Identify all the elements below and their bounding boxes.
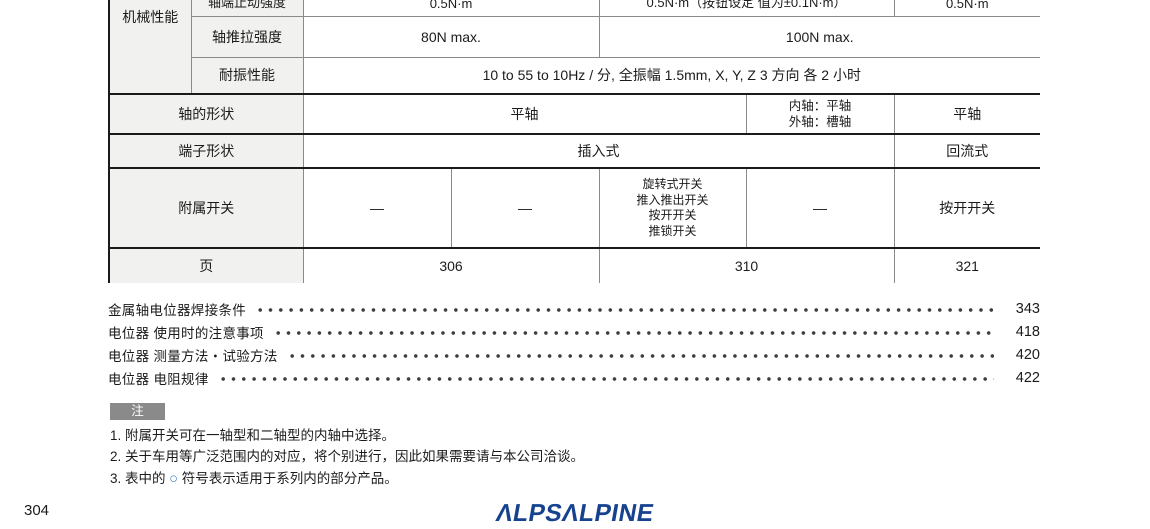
toc-link-label: 电位器 电阻规律 xyxy=(108,371,209,387)
cell-switch-b: — xyxy=(450,167,600,249)
cell-shaft-b: 内轴：平轴 外轴：槽轴 xyxy=(745,93,895,135)
reference-link-list: 金属轴电位器焊接条件 343 电位器 使用时的注意事项 418 电位器 测量方法… xyxy=(108,297,1040,389)
outer-shaft-text: 外轴：槽轴 xyxy=(788,115,852,129)
row-label-shaft-shape: 轴的形状 xyxy=(108,93,304,135)
table-row-terminal-shape: 端子形状 插入式 回流式 xyxy=(108,133,1040,169)
table-row-attached-switch: 附属开关 — — 旋转式开关 推入推出开关 按开开关 推锁开关 — 按开开关 xyxy=(108,167,1040,249)
toc-link-label: 金属轴电位器焊接条件 xyxy=(108,302,246,318)
cell-shaft-a: 平轴 xyxy=(302,93,747,135)
toc-link-measurement[interactable]: 电位器 测量方法・试验方法 420 xyxy=(108,343,1040,366)
table-row-stopper-strength: 机械性能 轴端止动强度 0.5N·m 0.5N·m（按钮设定 值为±0.1N·m… xyxy=(108,0,1040,95)
inner-shaft-text: 内轴：平轴 xyxy=(788,99,852,113)
toc-link-page: 418 xyxy=(1015,323,1040,340)
note-item-2: 2. 关于车用等广泛范围内的对应，将个别进行，因此如果需要请与本公司洽谈。 xyxy=(110,449,585,465)
cell-shaft-c: 平轴 xyxy=(893,93,1040,135)
cell-stopper-c: 0.5N·m xyxy=(893,0,1040,17)
cell-push-pull-b: 100N max. xyxy=(598,15,1040,58)
cell-stopper-a: 0.5N·m xyxy=(302,0,600,17)
table-row-page: 页 306 310 321 xyxy=(108,247,1040,283)
cell-stopper-b: 0.5N·m（按钮设定 值为±0.1N·m） xyxy=(598,0,895,17)
dotted-leader xyxy=(289,349,994,363)
table-row-vibration: 耐振性能 10 to 55 to 10Hz / 分, 全振幅 1.5mm, X,… xyxy=(109,56,1040,95)
cell-page-310: 310 xyxy=(598,247,895,283)
row-label-page: 页 xyxy=(108,247,304,283)
cell-page-321: 321 xyxy=(893,247,1040,283)
note-item-3-text-end: 符号表示适用于系列内的部分产品。 xyxy=(178,470,398,486)
toc-link-soldering[interactable]: 金属轴电位器焊接条件 343 xyxy=(108,297,1040,320)
cell-terminal-a: 插入式 xyxy=(302,133,895,169)
toc-link-page: 343 xyxy=(1015,300,1040,317)
switch-type-4: 推锁开关 xyxy=(648,223,697,238)
cell-push-pull-a: 80N max. xyxy=(302,15,600,58)
dotted-leader xyxy=(220,372,994,386)
cell-switch-list: 旋转式开关 推入推出开关 按开开关 推锁开关 xyxy=(598,167,747,249)
toc-link-precautions[interactable]: 电位器 使用时的注意事项 418 xyxy=(108,320,1040,343)
toc-link-label: 电位器 使用时的注意事项 xyxy=(108,325,264,341)
row-group-label-mechanical: 机械性能 xyxy=(108,0,192,95)
cell-switch-e: 按开开关 xyxy=(893,167,1040,249)
row-label-vibration: 耐振性能 xyxy=(190,56,304,95)
cell-vibration: 10 to 55 to 10Hz / 分, 全振幅 1.5mm, X, Y, Z… xyxy=(302,56,1040,95)
switch-type-1: 旋转式开关 xyxy=(642,177,703,191)
table-row-shaft-shape: 轴的形状 平轴 内轴：平轴 外轴：槽轴 平轴 xyxy=(108,93,1040,135)
row-label-terminal-shape: 端子形状 xyxy=(108,133,304,169)
table-row-push-pull: 轴推拉强度 80N max. 100N max. xyxy=(109,15,1040,58)
alpsalpine-logo: ΛLPSΛLPINE xyxy=(493,500,657,527)
toc-link-page: 420 xyxy=(1015,346,1040,363)
note-badge: 注 xyxy=(110,403,165,420)
spec-table-grid: 机械性能 轴端止动强度 0.5N·m 0.5N·m（按钮设定 值为±0.1N·m… xyxy=(108,0,1040,283)
cell-terminal-b: 回流式 xyxy=(893,133,1040,169)
row-label-attached-switch: 附属开关 xyxy=(108,167,304,249)
dotted-leader xyxy=(258,303,994,317)
row-label-stopper-strength: 轴端止动强度 xyxy=(190,0,304,17)
note-list: 1. 附属开关可在一轴型和二轴型的内轴中选择。 2. 关于车用等广泛范围内的对应… xyxy=(110,425,584,490)
switch-type-2: 推入推出开关 xyxy=(636,192,709,207)
switch-type-3: 按开开关 xyxy=(648,208,697,222)
spec-table: 机械性能 轴端止动强度 0.5N·m 0.5N·m（按钮设定 值为±0.1N·m… xyxy=(108,0,1040,283)
cell-page-306: 306 xyxy=(302,247,600,283)
page-number: 304 xyxy=(24,502,50,519)
toc-link-page: 422 xyxy=(1015,369,1040,386)
row-label-push-pull: 轴推拉强度 xyxy=(190,15,304,58)
note-item-3: 3. 表中的 ○ 符号表示适用于系列内的部分产品。 xyxy=(110,468,584,490)
cell-switch-d: — xyxy=(745,167,895,249)
circle-symbol: ○ xyxy=(169,470,179,487)
note-item-1: 1. 附属开关可在一轴型和二轴型的内轴中选择。 xyxy=(110,428,396,443)
toc-link-resistance-taper[interactable]: 电位器 电阻规律 422 xyxy=(108,366,1040,389)
cell-switch-a: — xyxy=(302,167,452,249)
dotted-leader xyxy=(275,326,994,340)
toc-link-label: 电位器 测量方法・试验方法 xyxy=(108,348,278,364)
note-item-3-text: 3. 表中的 xyxy=(110,470,170,486)
